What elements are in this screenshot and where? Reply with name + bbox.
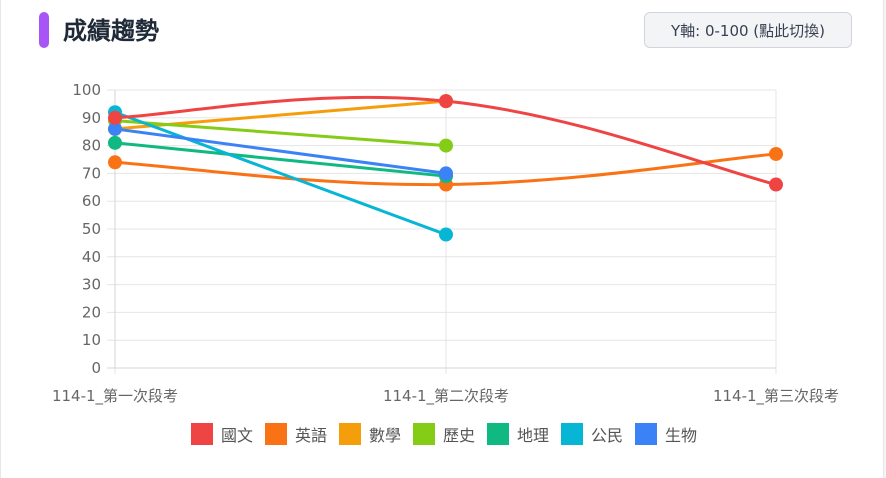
series-lines [114, 95, 777, 236]
chart-title: 成績趨勢 [63, 17, 159, 45]
legend-label: 公民 [591, 426, 624, 445]
y-tick-label: 50 [82, 220, 101, 238]
legend-swatch [190, 423, 213, 445]
legend-swatch [264, 423, 287, 445]
series-line-3 [114, 99, 447, 131]
y-tick-label: 0 [91, 359, 101, 377]
legend-label: 國文 [220, 426, 253, 445]
x-tick-label: 114-1_第二次段考 [383, 387, 509, 406]
y-tick-label: 40 [82, 248, 101, 266]
legend-swatch [412, 423, 435, 445]
legend-item[interactable]: 國文 [190, 422, 253, 446]
y-axis-toggle-button[interactable]: Y軸: 0-100 (點此切換) [644, 12, 852, 48]
legend-label: 生物 [665, 426, 698, 445]
y-tick-label: 80 [82, 137, 101, 155]
legend-item[interactable]: 地理 [487, 422, 549, 446]
grid-lines [107, 89, 777, 374]
y-tick-label: 90 [82, 109, 101, 127]
y-tick-label: 10 [82, 331, 101, 349]
y-tick-label: 20 [82, 303, 101, 321]
legend-swatch [561, 423, 584, 445]
series-line-6 [114, 110, 447, 236]
data-point[interactable] [439, 227, 453, 242]
legend-label: 地理 [517, 426, 550, 445]
series-line-4 [114, 119, 447, 148]
data-point[interactable] [108, 155, 122, 170]
data-point[interactable] [108, 121, 122, 136]
legend-item[interactable]: 英語 [264, 422, 327, 446]
legend-item[interactable]: 數學 [338, 422, 401, 446]
legend-item[interactable]: 生物 [635, 422, 697, 446]
y-tick-label: 30 [82, 276, 101, 294]
series-points [108, 94, 783, 242]
data-point[interactable] [439, 138, 453, 153]
title-accent-bar [39, 12, 49, 48]
data-point[interactable] [108, 110, 122, 125]
data-point[interactable] [108, 135, 122, 150]
legend-label: 英語 [294, 426, 327, 445]
data-point[interactable] [769, 146, 783, 161]
y-tick-label: 70 [82, 164, 101, 182]
legend-item[interactable]: 歷史 [412, 422, 475, 446]
legend-swatch [338, 423, 361, 445]
legend-swatch [487, 423, 509, 445]
x-axis-ticks: 114-1_第一次段考 114-1_第二次段考 114-1_第三次段考 [52, 387, 839, 406]
y-tick-label: 100 [72, 81, 101, 99]
series-line-5 [114, 141, 447, 178]
legend-label: 歷史 [442, 426, 475, 445]
data-point[interactable] [439, 166, 453, 181]
legend-swatch [635, 423, 658, 445]
legend-label: 數學 [368, 426, 401, 445]
y-tick-label: 60 [82, 192, 101, 210]
series-line-7 [114, 127, 447, 175]
x-tick-label: 114-1_第三次段考 [713, 387, 839, 406]
x-tick-label: 114-1_第一次段考 [52, 387, 178, 406]
chart-legend: 國文 英語 數學 歷史 地理 公民 生物 [1, 420, 886, 448]
y-axis-ticks: 0 10 20 30 40 50 60 70 80 90 100 [72, 81, 101, 377]
data-point[interactable] [769, 177, 783, 192]
legend-item[interactable]: 公民 [561, 422, 623, 446]
data-point[interactable] [439, 94, 453, 109]
